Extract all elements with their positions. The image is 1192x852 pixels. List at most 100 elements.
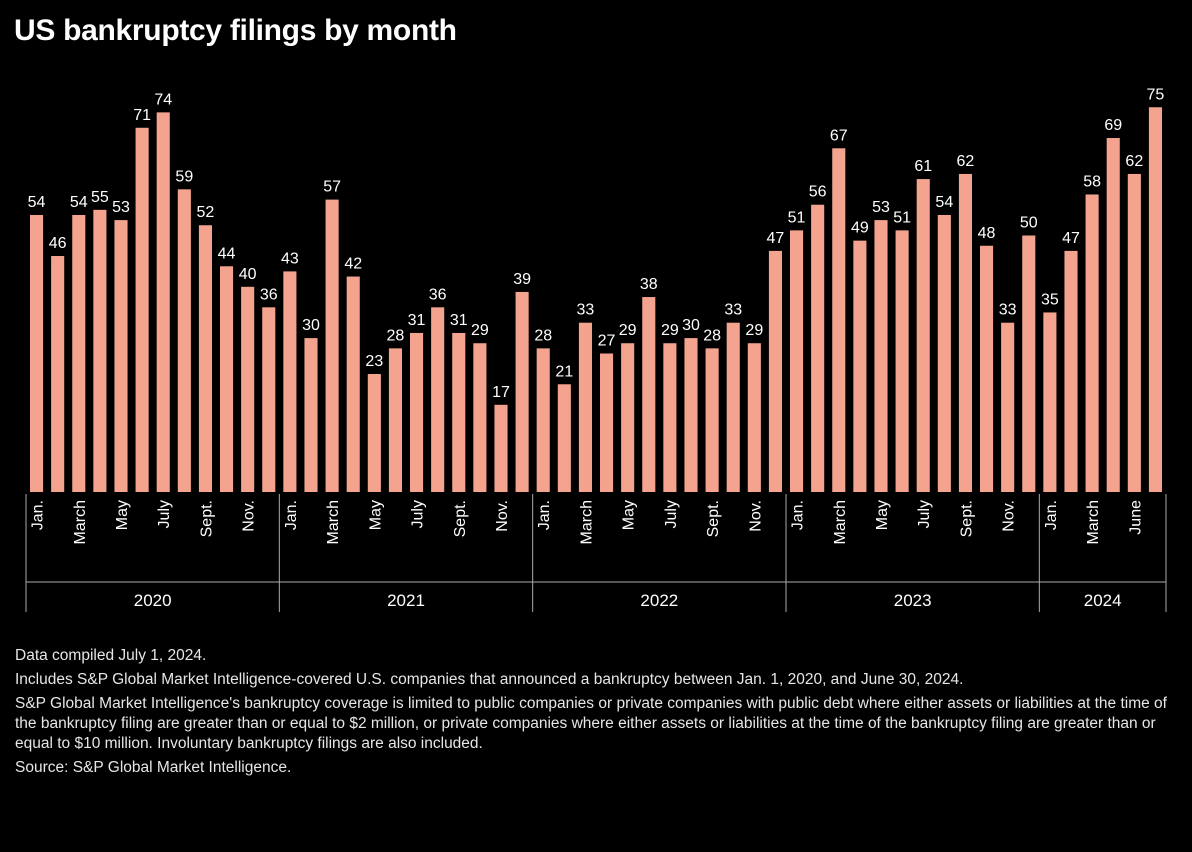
data-label: 35: [1041, 291, 1059, 308]
month-tick-label: Nov.: [494, 500, 511, 532]
bar: [1106, 138, 1120, 492]
bar: [30, 214, 44, 493]
data-label: 53: [112, 199, 130, 216]
bar: [958, 173, 972, 492]
data-label: 40: [239, 266, 257, 283]
bar: [156, 112, 170, 492]
month-tick-label: May: [367, 500, 384, 530]
bar: [937, 214, 951, 493]
bar: [177, 189, 191, 492]
data-label: 74: [154, 91, 172, 108]
data-label: 47: [1062, 230, 1080, 247]
data-label: 51: [788, 209, 806, 226]
year-label: 2020: [134, 591, 172, 610]
bar: [494, 404, 508, 492]
year-label: 2024: [1084, 591, 1122, 610]
month-tick-label: Nov.: [241, 500, 258, 532]
data-label: 59: [175, 168, 193, 185]
bar: [241, 286, 255, 492]
data-label: 21: [555, 363, 573, 380]
data-label: 29: [745, 322, 763, 339]
month-tick-label: July: [916, 500, 933, 528]
bar: [980, 245, 994, 492]
data-label: 49: [851, 220, 869, 237]
data-label: 36: [260, 286, 278, 303]
bar: [600, 353, 614, 492]
data-label: 33: [724, 302, 742, 319]
data-label: 52: [197, 204, 215, 221]
month-tick-label: March: [832, 500, 849, 544]
year-label: 2021: [387, 591, 425, 610]
data-label: 71: [133, 107, 151, 124]
bar: [536, 348, 550, 492]
data-label: 69: [1104, 117, 1122, 134]
bar: [452, 332, 466, 492]
data-label: 33: [577, 302, 595, 319]
bar: [1127, 173, 1141, 492]
bar: [473, 343, 487, 492]
bar: [853, 240, 867, 492]
data-label: 75: [1147, 86, 1165, 103]
data-label: 38: [640, 276, 658, 293]
month-tick-label: Jan.: [536, 500, 553, 530]
data-label: 57: [323, 179, 341, 196]
data-label: 17: [492, 384, 510, 401]
data-label: 55: [91, 189, 109, 206]
bar: [557, 384, 571, 492]
data-label: 28: [703, 327, 721, 344]
data-label: 61: [914, 158, 932, 175]
data-label: 56: [809, 184, 827, 201]
bar: [1085, 194, 1099, 492]
bar: [874, 220, 888, 493]
bar: [1022, 235, 1036, 492]
bar: [790, 230, 804, 492]
note-coverage: S&P Global Market Intelligence's bankrup…: [15, 695, 1167, 752]
bar: [1064, 250, 1078, 492]
month-tick-label: May: [874, 500, 891, 530]
month-tick-label: Sept.: [958, 500, 975, 537]
bar: [621, 343, 635, 492]
note-source: Source: S&P Global Market Intelligence.: [15, 759, 292, 776]
bar: [262, 307, 276, 492]
data-label: 31: [450, 312, 468, 329]
chart-title: US bankruptcy filings by month: [14, 14, 457, 47]
bar: [832, 148, 846, 493]
bar: [325, 199, 339, 492]
month-tick-label: Nov.: [1001, 500, 1018, 532]
chart-notes: Data compiled July 1, 2024. Includes S&P…: [15, 646, 1175, 782]
bar: [1043, 312, 1057, 492]
bar: [220, 266, 234, 492]
bar: [367, 374, 381, 492]
data-label: 54: [935, 194, 953, 211]
data-label: 42: [344, 256, 362, 273]
bar: [410, 332, 424, 492]
bar: [93, 209, 107, 492]
month-tick-label: Sept.: [705, 500, 722, 537]
month-tick-label: March: [325, 500, 342, 544]
data-label: 67: [830, 127, 848, 144]
data-label: 58: [1083, 173, 1101, 190]
month-tick-label: Sept.: [198, 500, 215, 537]
bar: [916, 179, 930, 492]
bar: [895, 230, 909, 492]
bar: [726, 322, 740, 492]
month-tick-label: July: [663, 500, 680, 528]
month-tick-label: July: [156, 500, 173, 528]
year-label: 2022: [640, 591, 678, 610]
month-tick-label: March: [72, 500, 89, 544]
data-label: 28: [387, 327, 405, 344]
bar: [198, 225, 212, 493]
data-label: 62: [1125, 153, 1143, 170]
data-label: 23: [365, 353, 383, 370]
data-label: 48: [978, 225, 996, 242]
month-tick-label: May: [621, 500, 638, 530]
bar: [1148, 107, 1162, 492]
month-tick-label: Jan.: [30, 500, 47, 530]
month-tick-label: May: [114, 500, 131, 530]
data-label: 36: [429, 286, 447, 303]
month-tick-label: July: [410, 500, 427, 528]
bar: [578, 322, 592, 492]
year-label: 2023: [894, 591, 932, 610]
data-label: 62: [957, 153, 975, 170]
